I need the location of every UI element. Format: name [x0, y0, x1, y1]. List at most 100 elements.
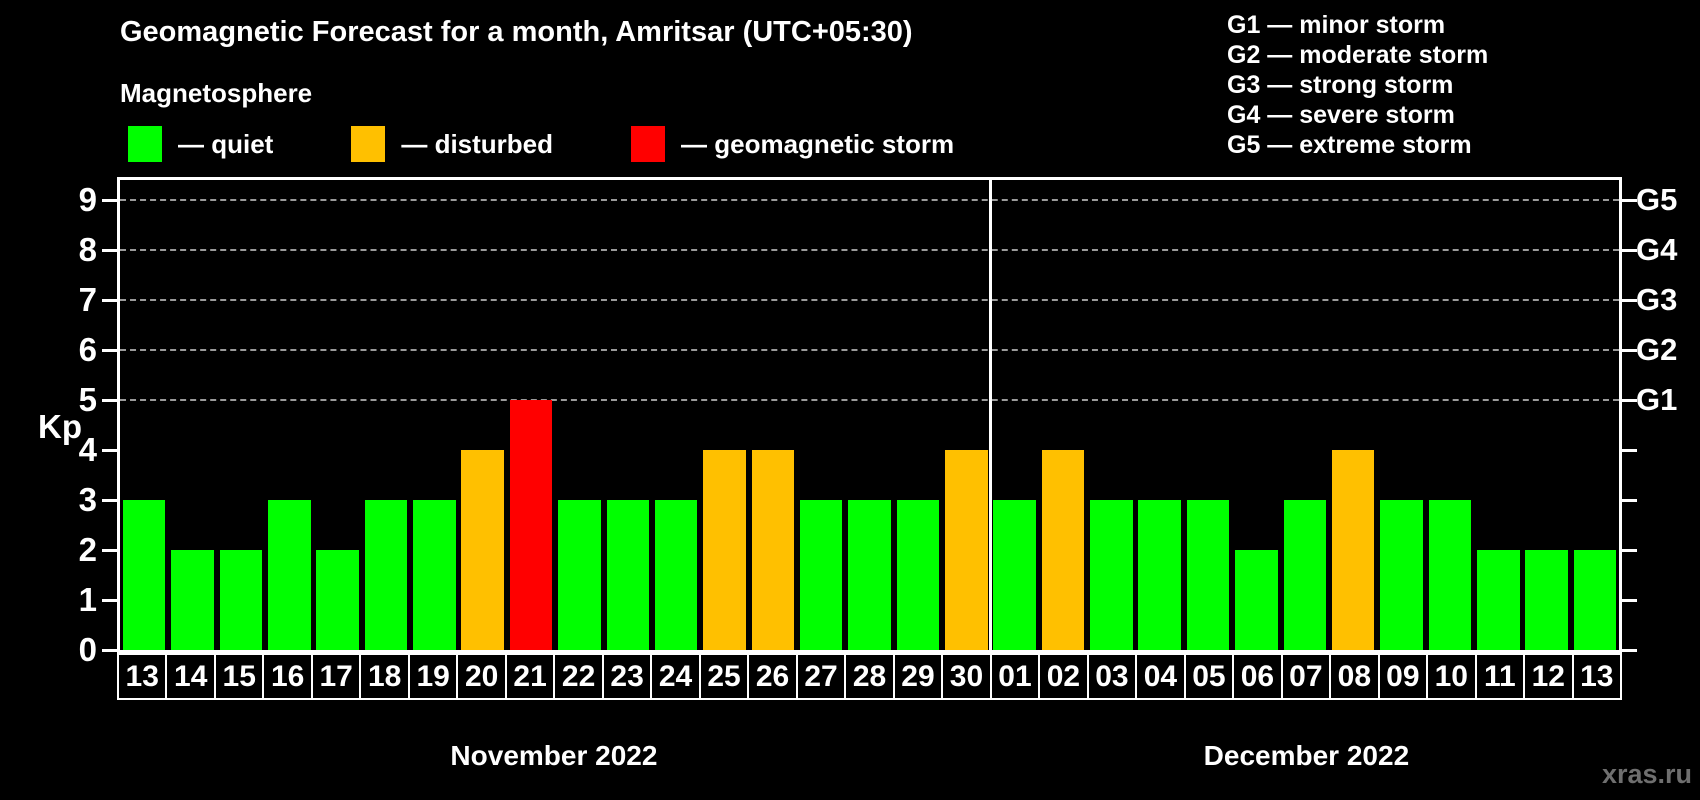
day-cell: 10 [1426, 653, 1477, 700]
kp-bar [654, 500, 698, 650]
day-cell: 04 [1135, 653, 1186, 700]
day-cell: 26 [747, 653, 798, 700]
day-cell: 15 [213, 653, 265, 700]
y-axis-tick [102, 198, 117, 202]
bar-slot [797, 180, 845, 650]
right-axis-tick [1622, 398, 1637, 402]
y-tick-label: 8 [78, 231, 97, 268]
bar-slot [1184, 180, 1232, 650]
kp-bar [1090, 500, 1133, 650]
y-tick-label: 4 [78, 431, 97, 468]
kp-bar [413, 500, 456, 650]
y-axis-tick [102, 448, 117, 452]
bar-slot [265, 180, 313, 650]
day-cell: 20 [456, 653, 507, 700]
kp-bar [1283, 500, 1327, 650]
y-tick-label: 2 [78, 531, 97, 568]
g-scale-tick-label: G2 [1636, 332, 1678, 367]
y-axis-tick [102, 348, 117, 352]
right-axis-tick [1622, 198, 1637, 202]
kp-bar [848, 500, 891, 650]
month-separator [988, 180, 992, 650]
day-cell: 03 [1086, 653, 1138, 700]
gridline-kp8 [120, 249, 1619, 251]
day-cell: 01 [989, 653, 1041, 700]
bar-slot [1136, 180, 1184, 650]
gridline-kp5 [120, 399, 1619, 401]
right-axis-tick [1622, 598, 1637, 602]
day-cell: 28 [844, 653, 895, 700]
kp-bar [122, 500, 166, 650]
y-tick-label: 1 [78, 581, 97, 618]
legend-item-storm: — geomagnetic storm [631, 126, 954, 162]
g-scale-tick-label: G3 [1636, 282, 1678, 317]
storm-scale-line: G4 — severe storm [1227, 101, 1455, 129]
bar-slot [410, 180, 458, 650]
bar-slot [845, 180, 893, 650]
y-tick-label: 9 [78, 181, 97, 218]
chart-title: Geomagnetic Forecast for a month, Amrits… [120, 16, 913, 48]
bar-slot [942, 180, 990, 650]
right-axis-tick [1622, 498, 1637, 502]
storm-scale-line: G1 — minor storm [1227, 11, 1446, 39]
disturbed-color-swatch [351, 126, 386, 162]
storm-scale-legend: G1 — minor storm G2 — moderate storm G3 — … [1227, 10, 1488, 160]
bar-slot [1474, 180, 1522, 650]
day-cell: 06 [1232, 653, 1283, 700]
kp-bar [509, 400, 553, 650]
day-cell: 11 [1474, 653, 1526, 700]
day-cell: 22 [553, 653, 604, 700]
day-cell: 02 [1038, 653, 1089, 700]
day-cell: 14 [165, 653, 216, 700]
day-cell: 12 [1523, 653, 1574, 700]
y-axis-tick [102, 598, 117, 602]
kp-bar [703, 450, 746, 650]
y-tick-label: 5 [78, 381, 97, 418]
g-scale-tick-label: G1 [1636, 382, 1678, 417]
kp-bar [1380, 500, 1423, 650]
right-axis-tick [1622, 298, 1637, 302]
kp-bar [606, 500, 650, 650]
kp-bar [1428, 500, 1472, 650]
xras-watermark: xras.ru [1601, 759, 1692, 789]
storm-scale-line: G5 — extreme storm [1227, 131, 1472, 159]
chart-subtitle: Magnetosphere [120, 78, 313, 108]
y-axis-tick [102, 298, 117, 302]
bar-slot [1232, 180, 1280, 650]
bar-slot [749, 180, 797, 650]
gridline-kp7 [120, 299, 1619, 301]
day-cell: 18 [359, 653, 410, 700]
right-axis-tick [1622, 248, 1637, 252]
legend-item-disturbed: — disturbed [351, 126, 553, 162]
legend-label-storm: — geomagnetic storm [681, 128, 955, 159]
day-axis: 13 14 15 16 17 18 19 20 21 22 23 24 25 26 27 28 29 30 01 02… [117, 653, 1623, 700]
g-scale-tick-label: G5 [1636, 182, 1678, 217]
bar-slot [1571, 180, 1619, 650]
gridline-kp6 [120, 349, 1619, 351]
bar-slot [313, 180, 361, 650]
y-tick-label: 0 [78, 631, 97, 668]
bar-slot [507, 180, 555, 650]
y-axis-tick [102, 398, 117, 402]
kp-bar [993, 500, 1036, 650]
y-axis-tick [102, 498, 117, 502]
day-cell: 13 [117, 653, 168, 700]
kp-bar [364, 500, 408, 650]
day-cell: 19 [407, 653, 459, 700]
bar-slot [1087, 180, 1135, 650]
right-axis-tick [1622, 348, 1637, 352]
day-cell: 17 [310, 653, 362, 700]
plot-area: Kp 0 1 2 3 4 5 6 7 8 9 G5 G4 G3 G2 G1 [38, 177, 1677, 668]
bar-slot [1377, 180, 1425, 650]
y-axis-tick [102, 648, 117, 652]
day-cell: 08 [1329, 653, 1380, 700]
kp-bar [1235, 550, 1278, 650]
storm-scale-line: G3 — strong storm [1227, 71, 1454, 99]
y-axis-tick [102, 248, 117, 252]
kp-bar [171, 550, 214, 650]
day-cell: 25 [698, 653, 750, 700]
bar-slot [1281, 180, 1329, 650]
kp-bar [316, 550, 359, 650]
bar-slot [1522, 180, 1570, 650]
legend-label-quiet: — quiet [178, 128, 274, 159]
